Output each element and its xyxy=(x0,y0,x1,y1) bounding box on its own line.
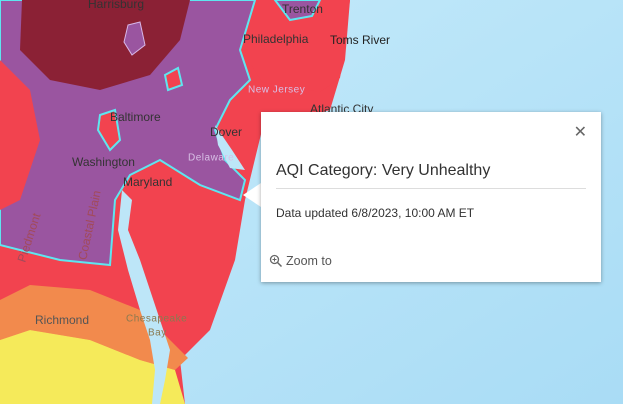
dark-red-zone xyxy=(20,0,190,90)
red-zone xyxy=(163,66,184,92)
red-zone xyxy=(0,60,40,210)
place-label: Bay xyxy=(148,328,167,339)
place-label: Toms River xyxy=(330,33,390,47)
popup-pointer xyxy=(243,183,261,207)
popup-title: AQI Category: Very Unhealthy xyxy=(276,162,491,179)
purple-zone xyxy=(123,21,146,56)
place-label: Dover xyxy=(210,125,242,139)
zoom-icon[interactable] xyxy=(269,254,283,268)
place-label: Delaware xyxy=(188,153,234,164)
place-label: Maryland xyxy=(123,175,172,189)
place-label: Baltimore xyxy=(110,110,161,124)
bay-water xyxy=(215,125,245,170)
place-label: Harrisburg xyxy=(88,0,144,11)
orange-zone xyxy=(0,285,188,370)
place-label: Chesapeake xyxy=(126,314,187,325)
red-zone xyxy=(245,0,350,92)
popup-updated: Data updated 6/8/2023, 10:00 AM ET xyxy=(276,206,475,220)
purple-zone xyxy=(273,0,322,22)
separator xyxy=(276,188,586,189)
yellow-zone xyxy=(0,330,185,404)
place-label: Trenton xyxy=(282,2,323,16)
popup: ✕ AQI Category: Very Unhealthy Data upda… xyxy=(261,112,601,282)
place-label: Washington xyxy=(72,155,135,169)
close-button[interactable]: ✕ xyxy=(573,124,587,141)
zoom-to[interactable]: Zoom to xyxy=(286,254,332,268)
red-zone xyxy=(96,108,122,152)
place-label: Philadelphia xyxy=(243,32,309,46)
bay-water xyxy=(118,190,170,404)
place-label: New Jersey xyxy=(248,85,305,96)
place-label: Richmond xyxy=(35,313,89,327)
